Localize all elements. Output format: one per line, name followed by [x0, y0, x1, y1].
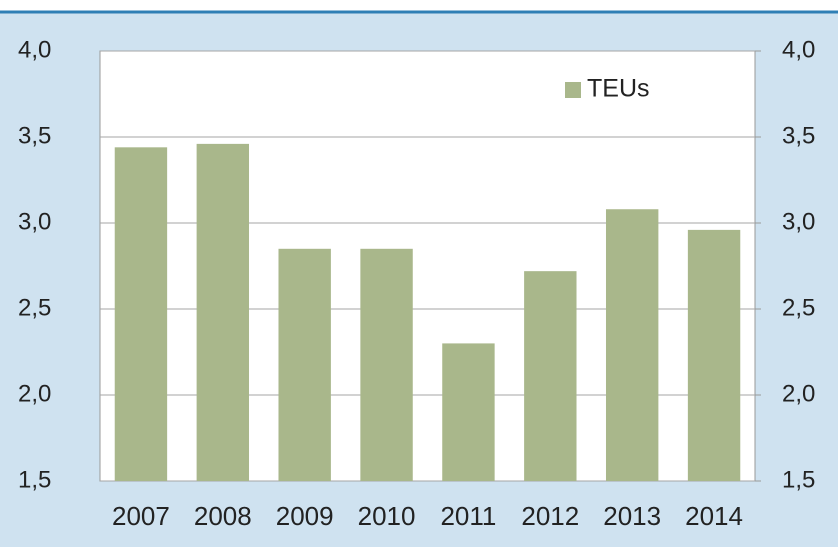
bar	[196, 143, 250, 481]
y-tick-label: 3,0	[18, 208, 51, 235]
x-tick-label: 2007	[112, 501, 170, 531]
top-margin	[0, 0, 838, 11]
y2-tick-label: 4,0	[782, 36, 815, 63]
y2-tick-label: 2,0	[782, 380, 815, 407]
y-tick-label: 4,0	[18, 36, 51, 63]
y-tick-label: 2,5	[18, 294, 51, 321]
x-tick-label: 2010	[358, 501, 416, 531]
legend-swatch	[565, 82, 581, 98]
x-tick-label: 2012	[521, 501, 579, 531]
y2-tick-label: 3,5	[782, 122, 815, 149]
bar	[114, 147, 168, 481]
x-tick-label: 2008	[194, 501, 252, 531]
y2-tick-label: 2,5	[782, 294, 815, 321]
bar	[278, 248, 331, 481]
y-tick-label: 2,0	[18, 380, 51, 407]
y2-tick-label: 1,5	[782, 466, 815, 493]
y-tick-label: 1,5	[18, 466, 51, 493]
bar	[360, 248, 413, 481]
y2-tick-label: 3,0	[782, 208, 815, 235]
y-tick-label: 3,5	[18, 122, 51, 149]
bar	[687, 229, 741, 481]
bar	[524, 271, 577, 481]
x-tick-label: 2011	[440, 501, 496, 531]
x-tick-label: 2013	[603, 501, 661, 531]
legend-label: TEUs	[587, 75, 650, 103]
x-tick-label: 2009	[276, 501, 334, 531]
bar	[442, 343, 495, 481]
x-tick-label: 2014	[685, 501, 743, 531]
bar	[605, 209, 659, 482]
